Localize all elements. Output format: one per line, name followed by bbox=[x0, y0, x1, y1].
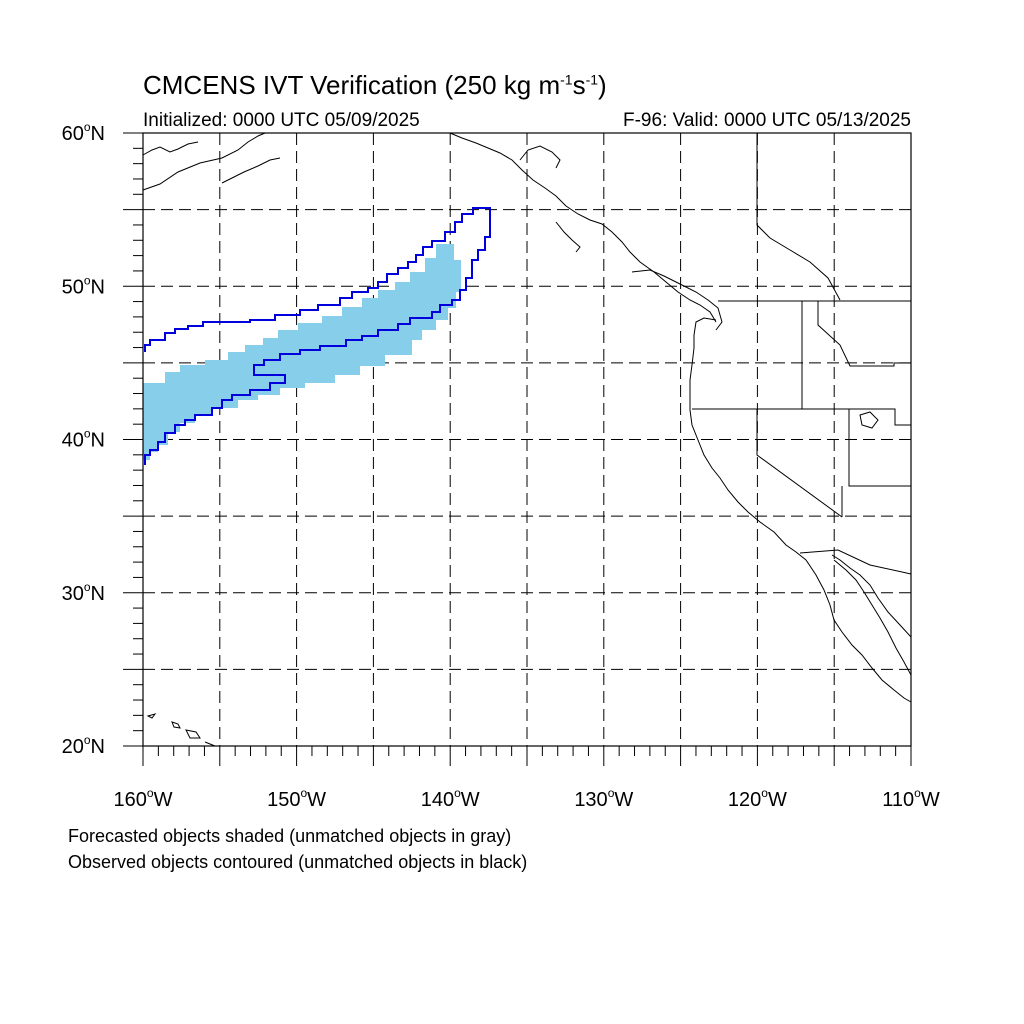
forecast-caption: Forecasted objects shaded (unmatched obj… bbox=[68, 826, 512, 846]
longitude-labels: 160oW 150oW 140oW 130oW 120oW 110oW bbox=[114, 786, 940, 811]
coastline-segment bbox=[756, 133, 841, 301]
coastline-segment bbox=[555, 221, 581, 253]
lon-label: 110oW bbox=[882, 786, 940, 811]
coastline-segment bbox=[171, 721, 181, 729]
coastlines bbox=[142, 132, 912, 747]
lat-label: 50oN bbox=[62, 273, 105, 298]
observed-object-contour bbox=[144, 207, 491, 465]
coastline-segment bbox=[449, 132, 717, 323]
coastline-segment bbox=[142, 141, 199, 156]
observed-caption: Observed objects contoured (unmatched ob… bbox=[68, 852, 528, 872]
chart-title: CMCENS IVT Verification (250 kg m-1s-1) bbox=[143, 70, 607, 100]
lon-label: 160oW bbox=[114, 786, 173, 811]
lat-label: 20oN bbox=[62, 733, 105, 758]
valid-time-label: F-96: Valid: 0000 UTC 05/13/2025 bbox=[623, 110, 911, 131]
coastline-segment bbox=[756, 409, 843, 518]
lon-label: 150oW bbox=[267, 786, 326, 811]
coastline-segment bbox=[689, 317, 912, 703]
lat-label: 30oN bbox=[62, 580, 105, 605]
latitude-labels: 60oN 50oN 40oN 30oN 20oN bbox=[62, 120, 105, 758]
coastline-segment bbox=[859, 411, 879, 429]
coastline-segment bbox=[221, 157, 281, 184]
initialized-label: Initialized: 0000 UTC 05/09/2025 bbox=[143, 110, 420, 131]
lat-label: 60oN bbox=[62, 120, 105, 145]
lon-label: 120oW bbox=[728, 786, 787, 811]
forecast-ivt-object bbox=[143, 244, 461, 460]
coastline-segment bbox=[204, 741, 216, 747]
axis-ticks bbox=[123, 132, 912, 766]
graticule bbox=[143, 133, 911, 746]
observed-ivt-contour bbox=[144, 207, 491, 465]
coastline-segment bbox=[142, 132, 266, 191]
coastline-segment bbox=[631, 269, 723, 331]
coastline-segment bbox=[692, 408, 911, 426]
coastline-segment bbox=[817, 301, 911, 367]
lat-label: 40oN bbox=[62, 427, 105, 452]
coastline-segment bbox=[146, 713, 157, 719]
coastline-segment bbox=[833, 559, 912, 676]
forecast-object-shading bbox=[143, 244, 461, 460]
lon-label: 140oW bbox=[421, 786, 480, 811]
coastline-segment bbox=[799, 549, 912, 575]
coastline-segment bbox=[831, 554, 912, 638]
lon-label: 130oW bbox=[574, 786, 633, 811]
coastline-segment bbox=[848, 409, 911, 487]
coastline-segment bbox=[519, 145, 561, 169]
coastline-segment bbox=[185, 729, 201, 739]
